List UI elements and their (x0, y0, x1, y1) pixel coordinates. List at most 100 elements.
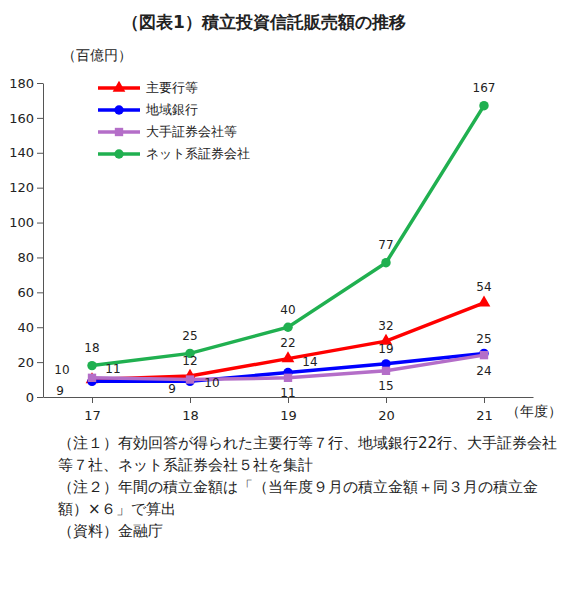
x-tick-label: 21 (476, 408, 493, 423)
data-label: 77 (378, 238, 393, 252)
x-axis-title: （年度） (506, 403, 562, 419)
note: （注１）有効回答が得られた主要行等７行、地域銀行22行、大手証券会社等７社、ネッ… (58, 432, 558, 476)
title: （図表1）積立投資信託販売額の推移 (122, 12, 406, 32)
x-tick-label: 18 (182, 408, 199, 423)
legend-label: 大手証券会社等 (146, 124, 237, 139)
x-tick-label: 19 (280, 408, 297, 423)
y-tick-mark (37, 327, 43, 328)
data-label: 11 (280, 386, 295, 400)
y-tick: 80 (17, 250, 43, 265)
notes: （注１）有効回答が得られた主要行等７行、地域銀行22行、大手証券会社等７社、ネッ… (58, 432, 558, 542)
note: （注２）年間の積立金額は「（当年度９月の積立金額＋同３月の積立金額）×６」で算出 (58, 476, 558, 520)
y-tick-mark (37, 362, 43, 363)
data-label: 9 (56, 384, 64, 398)
data-label: 19 (378, 342, 393, 356)
data-label: 14 (302, 355, 317, 369)
x-tick-label: 20 (378, 408, 395, 423)
y-tick-label: 0 (26, 390, 34, 405)
legend-label: ネット系証券会社 (146, 146, 250, 161)
data-label: 32 (378, 319, 393, 333)
series-marker (186, 375, 194, 383)
data-label: 15 (378, 379, 393, 393)
y-tick: 20 (17, 355, 43, 370)
y-tick-mark (37, 83, 43, 84)
series-line (92, 303, 484, 380)
y-tick-label: 120 (9, 180, 34, 195)
y-tick-label: 60 (17, 285, 34, 300)
y-axis-line (43, 84, 44, 398)
y-axis-title: （百億円） (62, 47, 132, 63)
x-tick: 17 (84, 397, 101, 423)
series-marker (382, 367, 390, 375)
chart: （図表1）積立投資信託販売額の推移（百億円）020406080100120140… (0, 0, 583, 430)
data-label: 10 (54, 363, 69, 377)
y-tick-label: 160 (9, 111, 34, 126)
x-tick: 21 (476, 397, 493, 423)
data-label: 18 (84, 341, 99, 355)
data-label: 167 (473, 81, 496, 95)
y-axis: 0 20 40 60 80 100 120 140 160 180 (9, 76, 43, 405)
legend-item: 大手証券会社等 (98, 124, 237, 139)
legend-item: 地域銀行 (98, 102, 198, 117)
plot-area (86, 101, 491, 386)
y-tick: 0 (26, 390, 43, 405)
data-label: 22 (280, 336, 295, 350)
series-line (92, 106, 484, 366)
data-label: 24 (476, 364, 491, 378)
y-tick-mark (37, 397, 43, 398)
legend-item: 主要行等 (98, 80, 198, 95)
data-label: 9 (168, 382, 176, 396)
x-tick-mark (190, 397, 191, 403)
data-label: 54 (476, 280, 491, 294)
data-label: 12 (182, 354, 197, 368)
series-marker (284, 374, 292, 382)
y-tick-mark (37, 153, 43, 154)
y-tick: 140 (9, 145, 43, 160)
y-tick-label: 80 (17, 250, 34, 265)
legend-marker (113, 81, 126, 92)
legend-item: ネット系証券会社 (98, 146, 250, 161)
note: （資料）金融庁 (58, 520, 558, 542)
x-tick-label: 17 (84, 408, 101, 423)
legend-label: 地域銀行 (145, 102, 198, 117)
y-tick: 40 (17, 320, 43, 335)
x-axis: 17 18 19 20 21 (44, 397, 534, 423)
legend-marker (114, 105, 123, 114)
data-labels: 10 12 22 32 54 9 9 14 19 25 11 10 11 15 24 18 25 40 77 167 (54, 81, 495, 400)
y-tick-label: 40 (17, 320, 34, 335)
legend: 主要行等地域銀行大手証券会社等ネット系証券会社 (98, 80, 250, 161)
y-tick-label: 140 (9, 145, 34, 160)
y-tick-mark (37, 257, 43, 258)
y-tick-label: 100 (9, 215, 34, 230)
series-marker (478, 295, 491, 306)
series-marker (87, 361, 96, 370)
y-tick: 60 (17, 285, 43, 300)
data-label: 40 (280, 303, 295, 317)
y-tick-label: 180 (9, 76, 34, 91)
y-tick: 120 (9, 180, 43, 195)
series-marker (282, 351, 295, 362)
x-tick-mark (92, 397, 93, 403)
data-label: 25 (182, 329, 197, 343)
y-tick-mark (37, 118, 43, 119)
data-label: 10 (204, 376, 219, 390)
y-tick-mark (37, 188, 43, 189)
x-tick: 20 (378, 397, 395, 423)
series-marker (479, 101, 488, 110)
data-label: 11 (105, 362, 120, 376)
series-marker (283, 323, 292, 332)
y-tick-label: 20 (17, 355, 34, 370)
x-tick-mark (484, 397, 485, 403)
x-tick: 19 (280, 397, 297, 423)
legend-marker (115, 128, 123, 136)
legend-marker (114, 149, 123, 158)
series-marker (480, 351, 488, 359)
y-tick-mark (37, 292, 43, 293)
x-tick: 18 (182, 397, 199, 423)
y-tick: 100 (9, 215, 43, 230)
legend-label: 主要行等 (146, 80, 198, 95)
series-marker (88, 374, 96, 382)
y-tick: 180 (9, 76, 43, 91)
data-label: 25 (476, 332, 491, 346)
y-tick-mark (37, 223, 43, 224)
